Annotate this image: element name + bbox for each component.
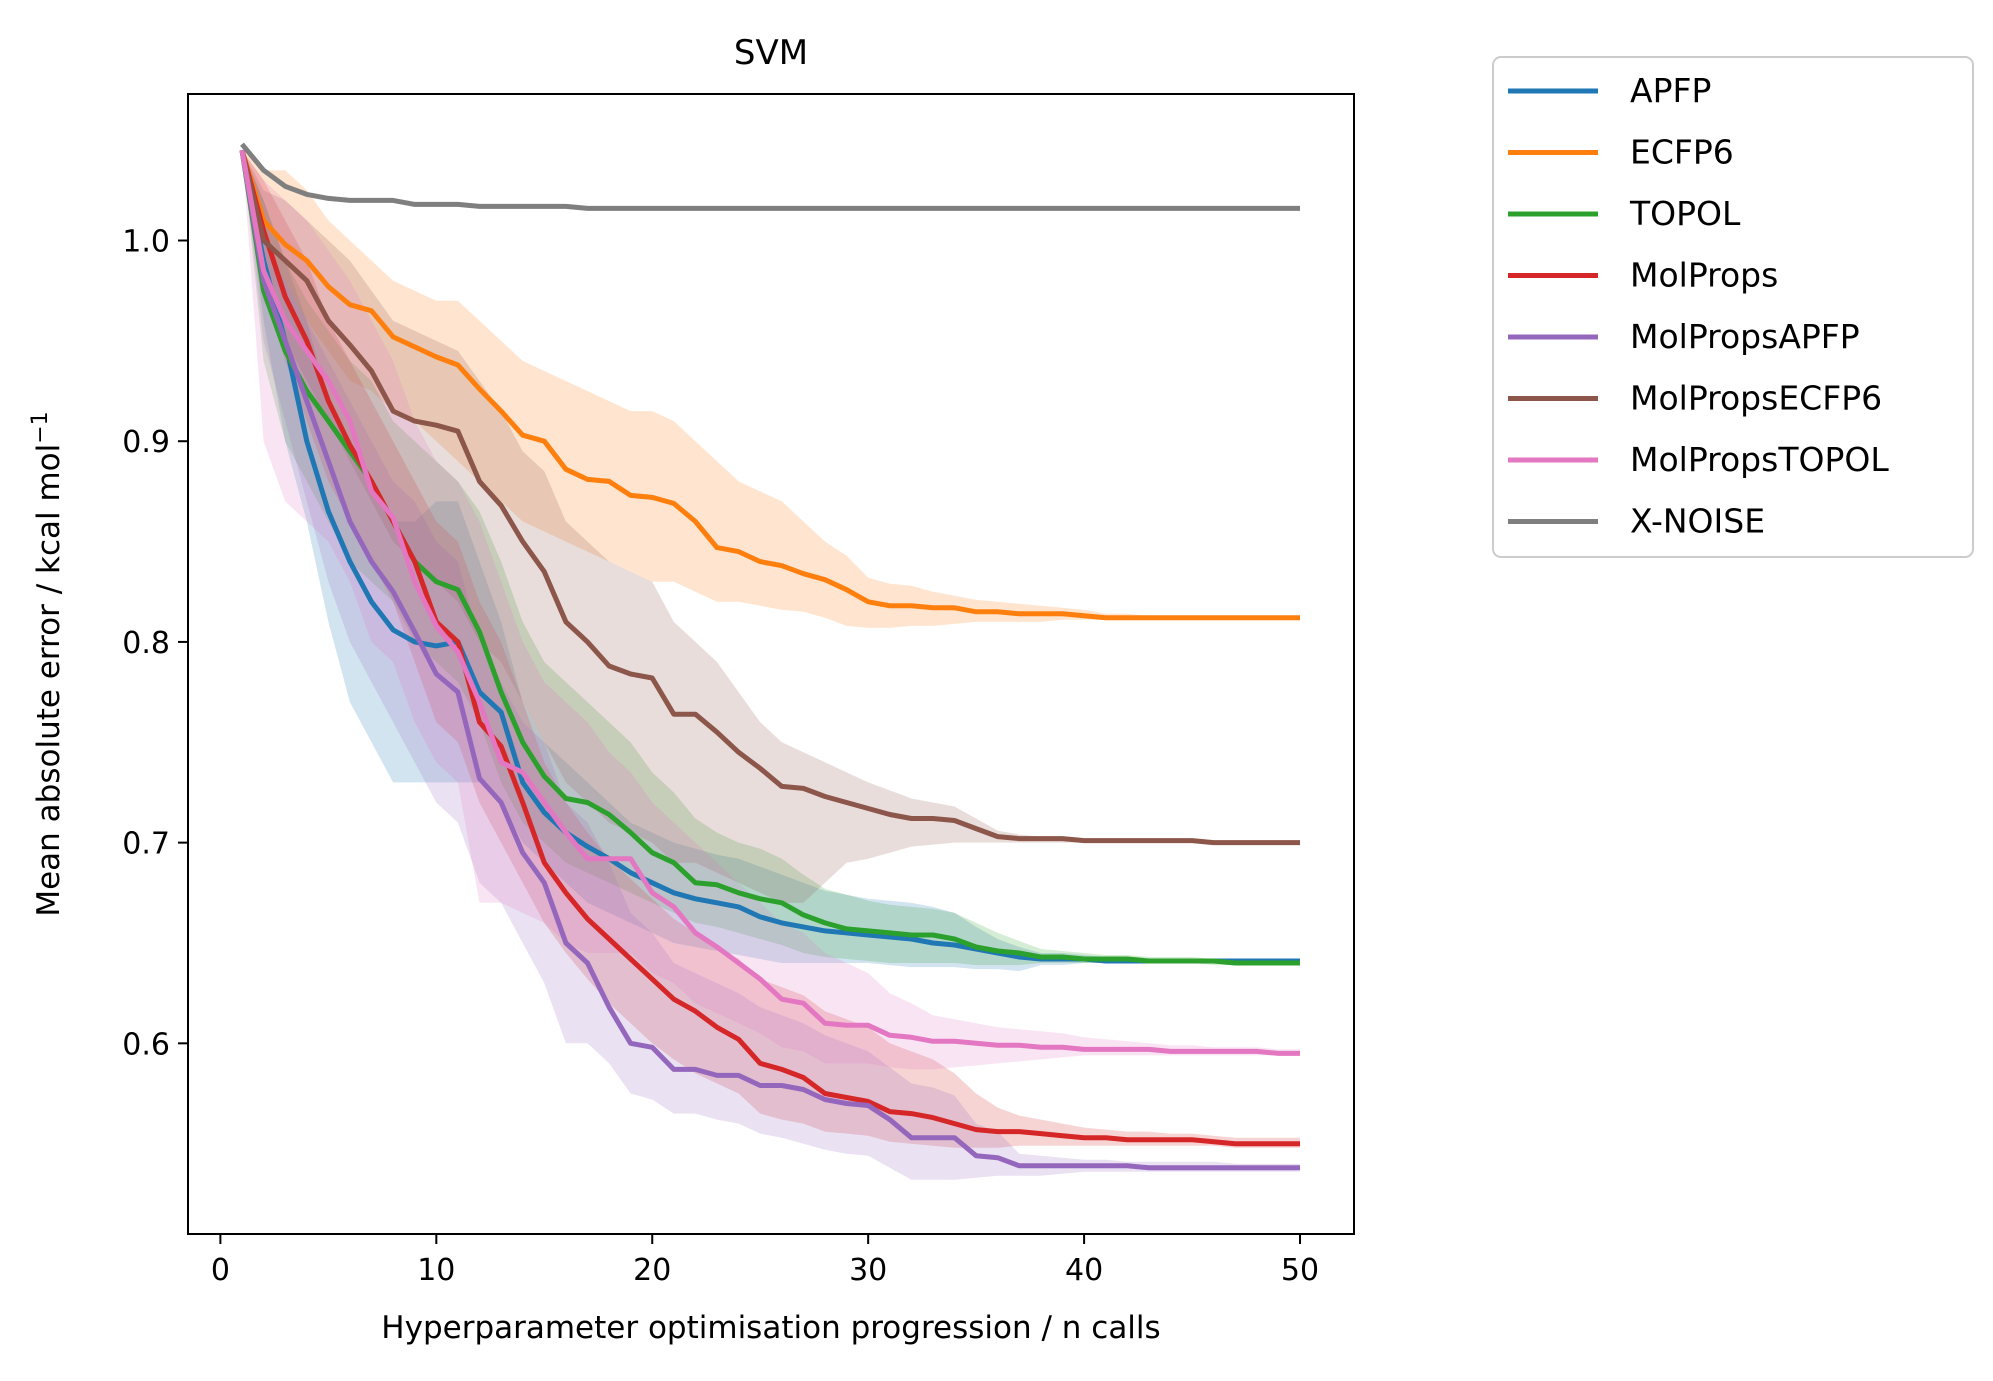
y-tick-label: 0.9 <box>122 425 170 460</box>
x-tick-label: 10 <box>417 1253 455 1288</box>
legend-label-apfp: APFP <box>1630 71 1711 110</box>
y-axis-label: Mean absolute error / kcal mol−1 <box>28 411 67 916</box>
y-tick-label: 0.8 <box>122 626 170 661</box>
y-tick-label: 0.7 <box>122 827 170 862</box>
y-axis-label-superscript: −1 <box>28 411 53 443</box>
x-axis: 0 10 20 30 40 50 <box>211 1234 1319 1288</box>
legend-label-x-noise: X-NOISE <box>1630 502 1765 541</box>
x-tick-label: 20 <box>633 1253 671 1288</box>
band-molpropstopol <box>242 150 1300 1070</box>
y-tick-label: 0.6 <box>122 1027 170 1062</box>
series-lines <box>239 142 1300 1171</box>
y-axis-label-text: Mean absolute error / kcal mol <box>31 444 67 917</box>
series-line-molpropstopol <box>239 149 1300 1056</box>
x-axis-label: Hyperparameter optimisation progression … <box>381 1310 1160 1346</box>
legend-label-ecfp6: ECFP6 <box>1630 133 1734 172</box>
plot-frame <box>187 93 1355 1235</box>
x-tick-label: 40 <box>1065 1253 1103 1288</box>
series-line-molpropsecfp6 <box>239 149 1300 846</box>
x-tick-label: 0 <box>211 1253 230 1288</box>
legend-label-molprops: MolProps <box>1630 256 1778 295</box>
legend-label-molpropsecfp6: MolPropsECFP6 <box>1630 379 1882 418</box>
legend-label-molpropstopol: MolPropsTOPOL <box>1630 440 1889 479</box>
band-molpropsapfp <box>242 150 1300 1180</box>
series-line-molpropsapfp <box>239 149 1300 1171</box>
y-tick-label: 1.0 <box>122 225 170 260</box>
legend: APFP ECFP6 TOPOL MolProps MolPropsAPFP MolPro… <box>1492 56 1974 558</box>
band-ecfp6 <box>242 150 1300 628</box>
series-line-x-noise <box>240 142 1300 211</box>
x-tick-label: 30 <box>849 1253 887 1288</box>
series-line-molprops <box>239 149 1300 1147</box>
legend-frame <box>1492 56 1974 558</box>
band-molpropsecfp6 <box>242 150 1300 903</box>
chart-title: SVM <box>734 33 808 73</box>
legend-label-molpropsapfp: MolPropsAPFP <box>1630 317 1860 356</box>
x-tick-label: 50 <box>1281 1253 1319 1288</box>
series-line-ecfp6 <box>239 149 1300 621</box>
legend-label-topol: TOPOL <box>1629 194 1741 233</box>
y-axis: 0.6 0.7 0.8 0.9 1.0 <box>122 225 188 1062</box>
